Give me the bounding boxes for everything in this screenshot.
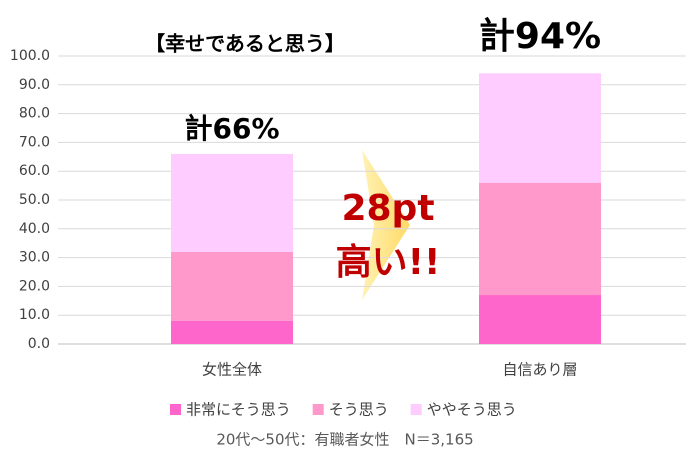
bar-segment — [171, 251, 293, 321]
y-tick-label: 20.0 — [19, 278, 50, 294]
y-tick-label: 90.0 — [19, 77, 50, 93]
x-tick-label: 女性全体 — [202, 361, 262, 379]
y-tick-label: 10.0 — [19, 307, 50, 323]
legend-label: そう思う — [329, 401, 389, 419]
annotation: 高い!! — [336, 242, 441, 283]
chart-title: 【幸せであると思う】 — [145, 32, 345, 56]
annotation: 計94% — [479, 16, 601, 57]
y-tick-label: 0.0 — [28, 336, 50, 352]
arrow — [362, 150, 410, 300]
annotation: 計66% — [184, 112, 279, 145]
bar-segment — [171, 320, 293, 344]
legend-label: 非常にそう思う — [186, 401, 291, 419]
y-tick-label: 50.0 — [19, 192, 50, 208]
bar-segment — [479, 73, 601, 183]
y-tick-label: 70.0 — [19, 134, 50, 150]
legend-label: ややそう思う — [427, 401, 517, 419]
bar-segment — [479, 295, 601, 344]
y-tick-label: 60.0 — [19, 163, 50, 179]
annotation: 28pt — [341, 188, 434, 229]
bar-segment — [479, 182, 601, 296]
bar-segment — [171, 153, 293, 252]
footnote: 20代～50代：有職者女性 N＝3,165 — [216, 431, 473, 449]
legend-swatch — [312, 404, 324, 415]
y-tick-label: 30.0 — [19, 250, 50, 266]
x-tick-label: 自信あり層 — [502, 361, 577, 379]
y-tick-label: 40.0 — [19, 221, 50, 237]
legend-swatch — [170, 404, 181, 415]
y-tick-label: 100.0 — [10, 48, 50, 64]
legend-swatch — [410, 404, 422, 415]
y-tick-label: 80.0 — [19, 106, 50, 122]
